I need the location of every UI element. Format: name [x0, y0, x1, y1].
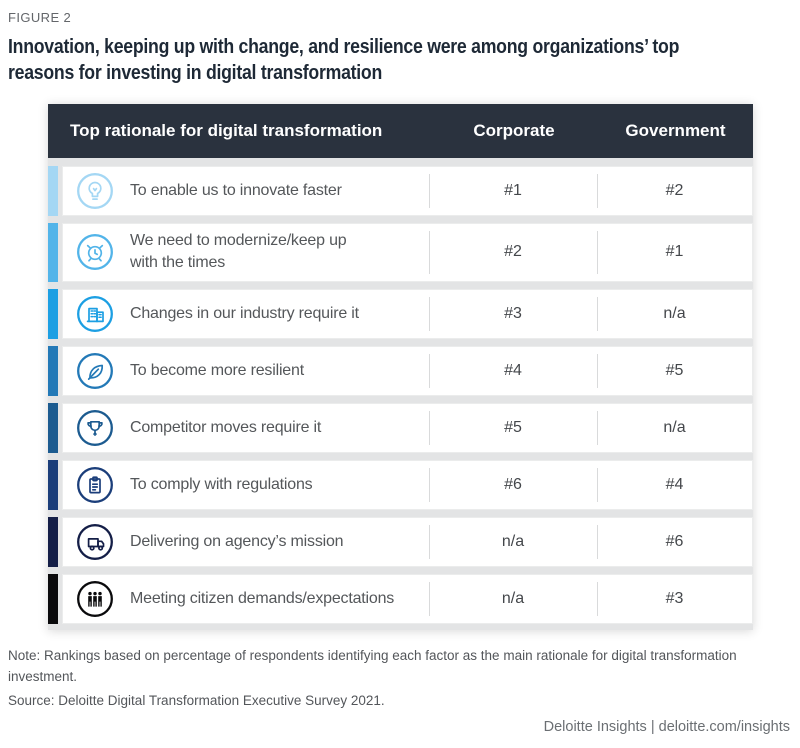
row-label: Changes in our industry require it [130, 304, 359, 322]
trophy-icon [77, 409, 113, 446]
corporate-rank: #2 [429, 224, 597, 281]
row-card: We need to modernize/keep up with the ti… [62, 223, 753, 282]
table-row: To enable us to innovate faster #1 #2 [48, 166, 753, 216]
people-icon [77, 580, 113, 617]
row-card: To comply with regulations #6 #4 [62, 459, 753, 510]
figure-title-line2: reasons for investing in digital transfo… [8, 62, 383, 84]
row-label: Delivering on agency’s mission [130, 532, 344, 550]
row-icon-cell [63, 580, 130, 618]
row-icon-cell [63, 409, 130, 447]
row-color-bar [48, 459, 58, 510]
row-color-bar [48, 223, 58, 282]
row-color-bar [48, 402, 58, 453]
clipboard-icon [77, 466, 113, 503]
government-rank: n/a [597, 290, 752, 338]
corporate-rank: #4 [429, 347, 597, 395]
footer-attribution: Deloitte Insights | deloitte.com/insight… [543, 718, 790, 735]
row-label: To comply with regulations [130, 475, 313, 493]
truck-icon [77, 523, 113, 560]
row-color-bar [48, 573, 58, 624]
building-icon [77, 295, 113, 332]
government-rank: n/a [597, 404, 752, 452]
corporate-rank: #6 [429, 461, 597, 509]
corporate-rank: n/a [429, 575, 597, 623]
government-rank: #1 [597, 224, 752, 281]
source-text: Source: Deloitte Digital Transformation … [8, 692, 385, 708]
row-icon-cell [63, 233, 130, 271]
government-rank: #2 [597, 167, 752, 215]
row-color-bar [48, 166, 58, 216]
table-row: To become more resilient #4 #5 [48, 345, 753, 396]
row-icon-cell [63, 172, 130, 210]
government-rank: #4 [597, 461, 752, 509]
table-row: Competitor moves require it #5 n/a [48, 402, 753, 453]
row-card: Delivering on agency’s mission n/a #6 [62, 516, 753, 567]
table-row: Delivering on agency’s mission n/a #6 [48, 516, 753, 567]
row-color-bar [48, 345, 58, 396]
table-header: Top rationale for digital transformation… [48, 104, 753, 158]
row-label: We need to modernize/keep up with the ti… [130, 232, 347, 272]
government-rank: #3 [597, 575, 752, 623]
figure-title: Innovation, keeping up with change, and … [8, 34, 792, 86]
corporate-rank: #3 [429, 290, 597, 338]
header-government: Government [625, 121, 726, 140]
row-icon-cell [63, 352, 130, 390]
leaf-icon [77, 352, 113, 389]
row-card: To become more resilient #4 #5 [62, 345, 753, 396]
corporate-rank: #5 [429, 404, 597, 452]
row-card: Changes in our industry require it #3 n/… [62, 288, 753, 339]
figure-title-line1: Innovation, keeping up with change, and … [8, 36, 680, 58]
header-rationale: Top rationale for digital transformation [70, 121, 383, 140]
note-text: Note: Rankings based on percentage of re… [8, 647, 737, 684]
row-color-bar [48, 288, 58, 339]
row-label: To enable us to innovate faster [130, 181, 342, 199]
alarm-clock-icon [77, 234, 113, 271]
row-label: Competitor moves require it [130, 418, 322, 436]
figure-label: FIGURE 2 [8, 10, 72, 25]
government-rank: #6 [597, 518, 752, 566]
row-label: To become more resilient [130, 361, 304, 379]
row-color-bar [48, 516, 58, 567]
table-row: We need to modernize/keep up with the ti… [48, 223, 753, 282]
table-row: Meeting citizen demands/expectations n/a… [48, 573, 753, 624]
row-card: Meeting citizen demands/expectations n/a… [62, 573, 753, 624]
header-corporate: Corporate [473, 121, 555, 140]
table-row: To comply with regulations #6 #4 [48, 459, 753, 510]
row-icon-cell [63, 295, 130, 333]
row-label: Meeting citizen demands/expectations [130, 589, 395, 607]
corporate-rank: n/a [429, 518, 597, 566]
table-body: To enable us to innovate faster #1 #2 We… [48, 158, 753, 630]
lightbulb-icon [77, 173, 113, 209]
government-rank: #5 [597, 347, 752, 395]
row-icon-cell [63, 523, 130, 561]
corporate-rank: #1 [429, 167, 597, 215]
row-card: Competitor moves require it #5 n/a [62, 402, 753, 453]
rationale-table: Top rationale for digital transformation… [48, 104, 753, 630]
row-card: To enable us to innovate faster #1 #2 [62, 166, 753, 216]
row-icon-cell [63, 466, 130, 504]
table-row: Changes in our industry require it #3 n/… [48, 288, 753, 339]
